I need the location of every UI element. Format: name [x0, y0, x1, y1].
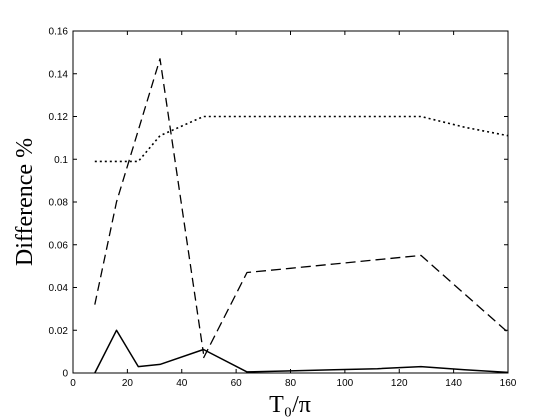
- x-tick-label: 120: [391, 378, 408, 389]
- y-tick-label: 0.1: [54, 155, 68, 166]
- x-tick-label: 0: [70, 378, 76, 389]
- y-tick-label: 0.08: [49, 198, 69, 209]
- series-line-1-solid: [94, 329, 509, 374]
- series-line-4-dot: [94, 115, 509, 163]
- y-tick-label: 0: [62, 369, 68, 380]
- y-tick-label: 0.06: [49, 240, 69, 251]
- y-tick-label: 0.14: [49, 69, 69, 80]
- x-tick-label: 60: [231, 378, 243, 389]
- series-line-2-dash: [94, 58, 205, 354]
- x-tick-label: 140: [445, 378, 462, 389]
- x-axis-title: T₀/π: [269, 392, 311, 418]
- series-line-3-dash-long: [202, 254, 509, 359]
- series-layer: [94, 58, 509, 374]
- y-axis-title: Difference %: [12, 138, 38, 266]
- x-tick-label: 40: [176, 378, 188, 389]
- axis-ticks: 0 20 40 60 80 100 120 140 160 0 0.02 0.04 0.06 0.08 0.…: [49, 27, 517, 390]
- y-tick-label: 0.16: [49, 27, 69, 38]
- y-tick-label: 0.02: [49, 326, 69, 337]
- x-tick-label: 20: [122, 378, 134, 389]
- y-tick-label: 0.12: [49, 112, 69, 123]
- x-tick-label: 80: [285, 378, 297, 389]
- x-tick-label: 100: [337, 378, 354, 389]
- y-tick-label: 0.04: [49, 283, 69, 294]
- plot-frame: [72, 30, 509, 374]
- x-tick-label: 160: [500, 378, 517, 389]
